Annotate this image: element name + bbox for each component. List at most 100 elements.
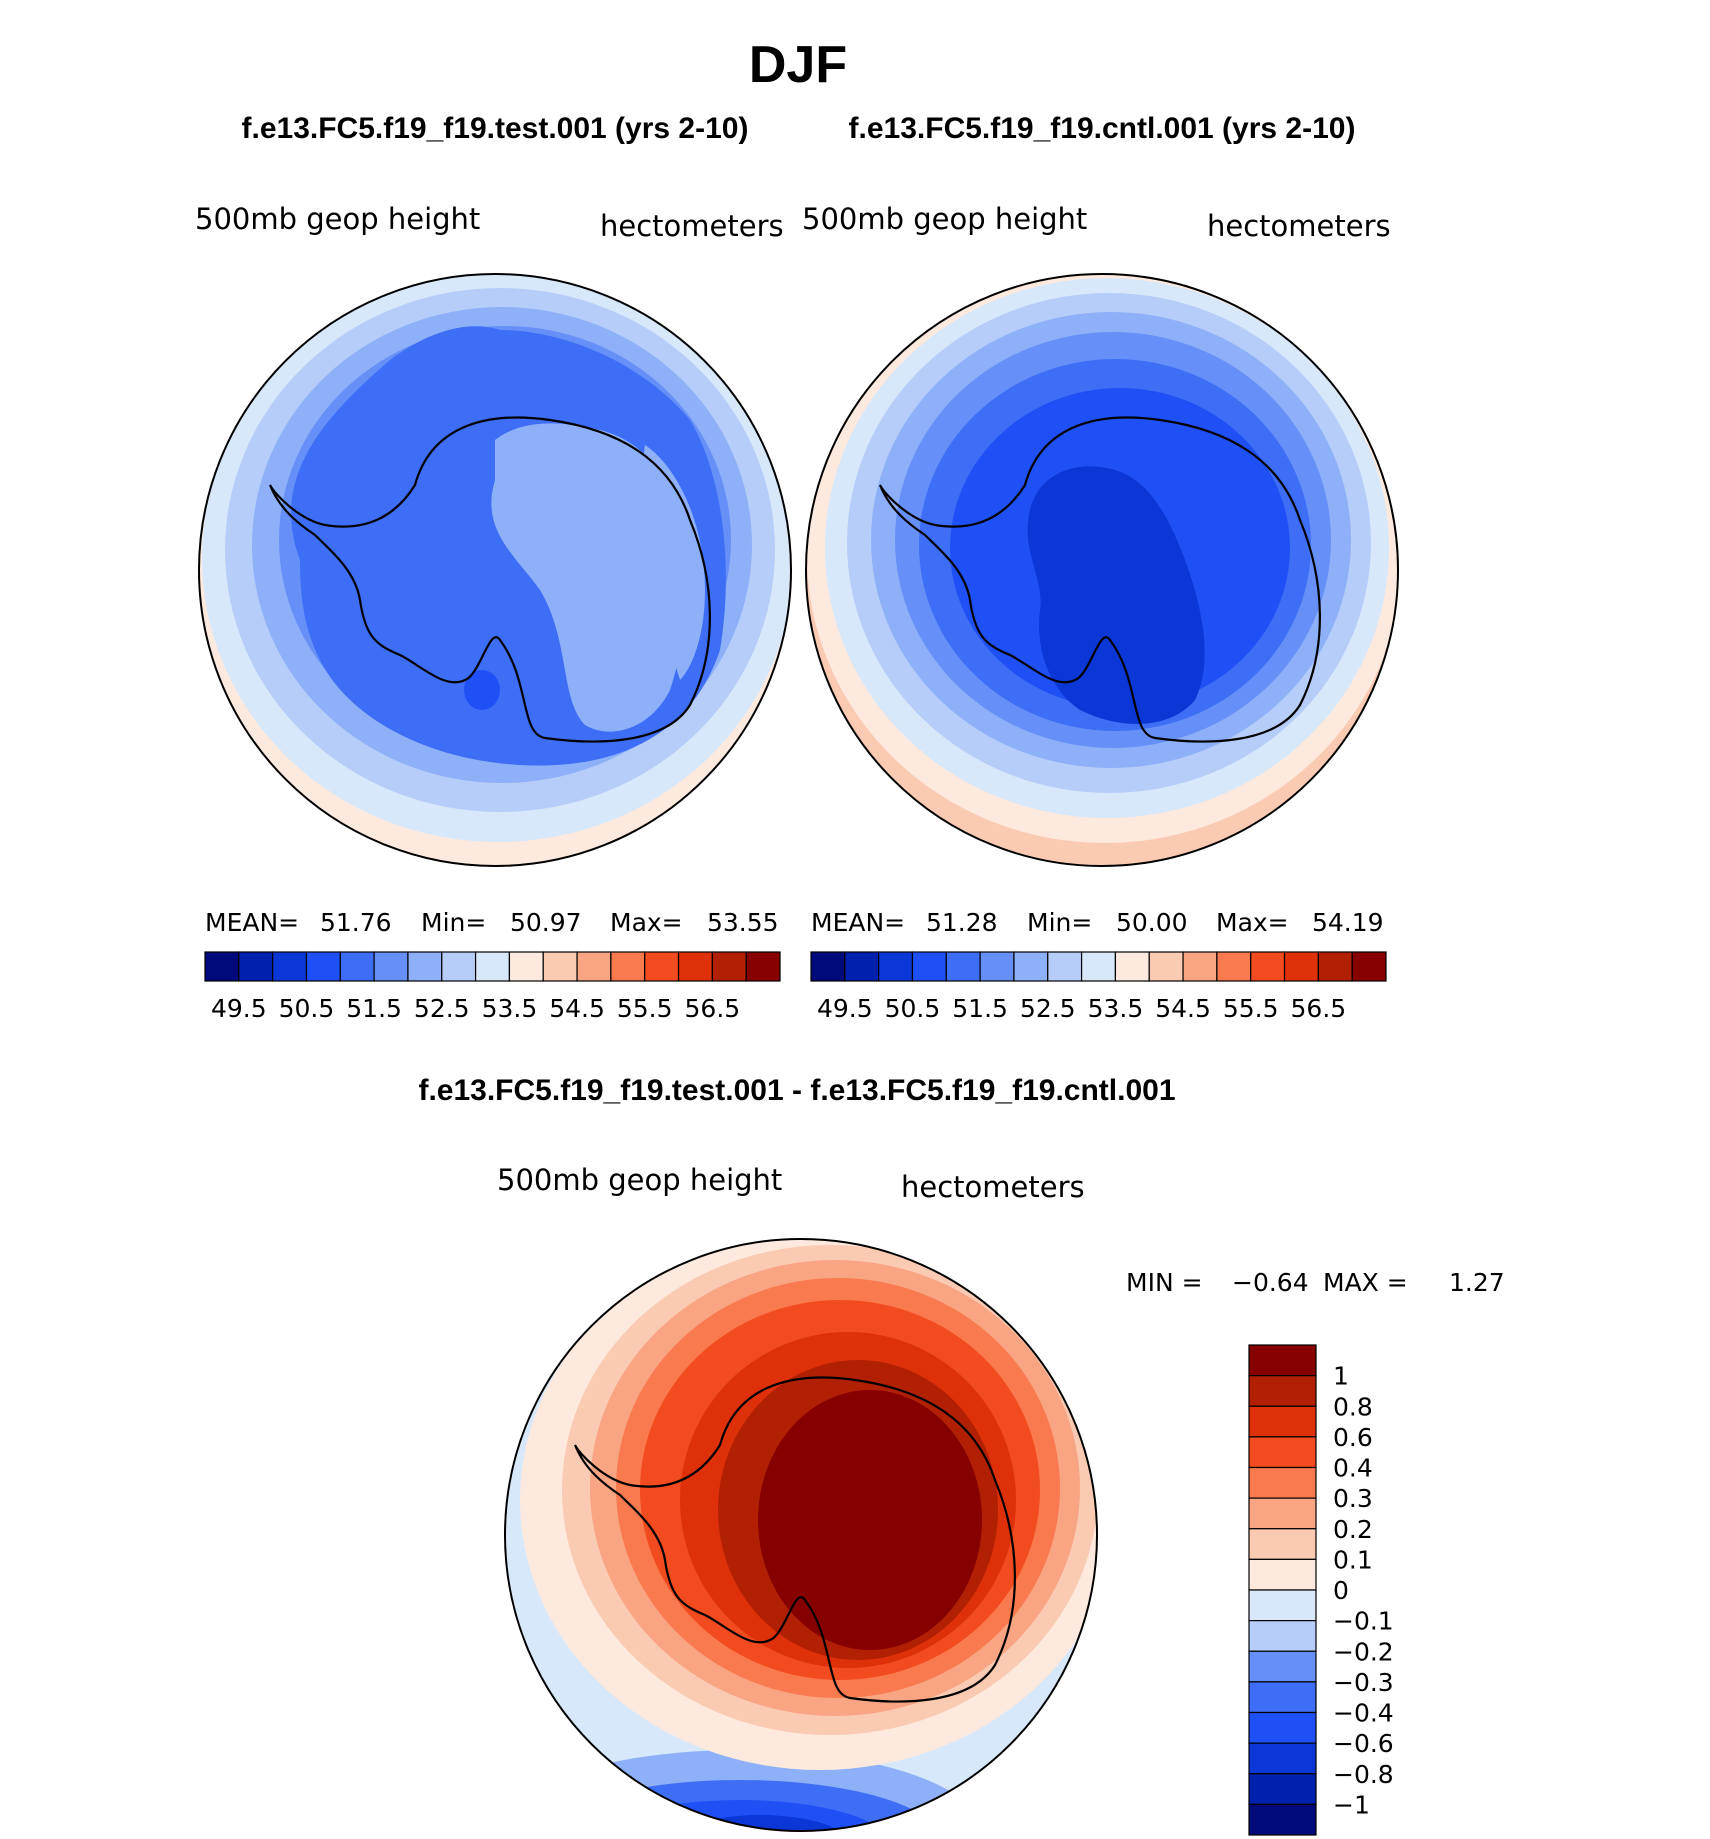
colorbar-diff-label: 0.4 bbox=[1333, 1454, 1373, 1483]
panel-title-diff: f.e13.FC5.f19_f19.test.001 - f.e13.FC5.f… bbox=[418, 1074, 1175, 1107]
page-title: DJF bbox=[749, 36, 847, 94]
colorbar-test-swatch bbox=[339, 951, 375, 982]
colorbar-test-swatch bbox=[272, 951, 308, 982]
colorbar-cntl-tick-label: 56.5 bbox=[1291, 994, 1347, 1023]
colorbar-cntl-swatch bbox=[1148, 951, 1184, 982]
colorbar-cntl-tick-label: 49.5 bbox=[817, 994, 873, 1023]
contour-test-52-east bbox=[643, 445, 705, 680]
colorbar-test-swatch bbox=[508, 951, 544, 982]
panel-title-cntl: f.e13.FC5.f19_f19.cntl.001 (yrs 2-10) bbox=[849, 112, 1356, 145]
colorbar-cntl-swatch bbox=[1283, 951, 1319, 982]
colorbar-cntl-swatch bbox=[1080, 951, 1117, 982]
mean-value-test: 51.76 bbox=[320, 908, 392, 937]
colorbar-diff-swatch bbox=[1248, 1681, 1317, 1714]
colorbar-test: 49.5 50.5 51.5 52.5 53.5 54.5 55.5 56.5 bbox=[204, 951, 781, 1023]
colorbar-cntl-swatch bbox=[979, 951, 1015, 982]
colorbar-test-swatch bbox=[238, 951, 274, 982]
colorbar-cntl-swatch bbox=[1317, 951, 1353, 982]
colorbar-test-swatch bbox=[576, 951, 612, 982]
mean-label-test: MEAN= bbox=[205, 908, 299, 937]
colorbar-diff-swatch bbox=[1248, 1528, 1317, 1560]
colorbar-test-swatch bbox=[373, 951, 409, 982]
colorbar-cntl-swatch bbox=[1216, 951, 1252, 982]
colorbar-cntl-swatch bbox=[1250, 951, 1286, 982]
colorbar-diff-label: 0.8 bbox=[1333, 1392, 1373, 1421]
colorbar-cntl-tick-label: 52.5 bbox=[1020, 994, 1076, 1023]
field-label-diff: 500mb geop height bbox=[497, 1163, 782, 1197]
colorbar-cntl-swatch bbox=[1013, 951, 1049, 982]
colorbar-test-tick-label: 52.5 bbox=[414, 994, 470, 1023]
contour-diff-1 bbox=[758, 1390, 982, 1650]
colorbar-diff-swatch bbox=[1248, 1497, 1317, 1530]
colorbar-test-swatch bbox=[610, 951, 646, 982]
map-diff bbox=[505, 1239, 1097, 1831]
colorbar-test-swatch bbox=[305, 951, 341, 982]
map-cntl bbox=[806, 274, 1398, 866]
max-value-test: 53.55 bbox=[707, 908, 779, 937]
colorbar-diff-swatch bbox=[1248, 1742, 1317, 1775]
colorbar-diff-label: 1 bbox=[1333, 1362, 1349, 1391]
colorbar-test-swatch bbox=[677, 951, 713, 982]
colorbar-cntl: 49.5 50.5 51.5 52.5 53.5 54.5 55.5 56.5 bbox=[810, 951, 1387, 1023]
colorbar-cntl-swatch bbox=[844, 951, 880, 982]
colorbar-test-tick-label: 49.5 bbox=[211, 994, 267, 1023]
colorbar-cntl-swatch bbox=[1047, 951, 1083, 982]
colorbar-diff-label: −1 bbox=[1333, 1790, 1370, 1819]
colorbar-diff: 10.80.60.40.30.20.10−0.1−0.2−0.3−0.4−0.6… bbox=[1248, 1344, 1394, 1836]
colorbar-cntl-swatch bbox=[1182, 951, 1218, 982]
colorbar-diff-swatch bbox=[1248, 1711, 1317, 1744]
map-cntl-border bbox=[805, 273, 1399, 867]
max-value-diff: 1.27 bbox=[1449, 1268, 1505, 1297]
colorbar-cntl-tick-label: 54.5 bbox=[1155, 994, 1211, 1023]
colorbar-diff-label: −0.6 bbox=[1333, 1729, 1394, 1758]
colorbar-cntl-swatch bbox=[945, 951, 981, 982]
colorbar-diff-swatch bbox=[1248, 1466, 1317, 1499]
colorbar-test-swatch bbox=[474, 951, 511, 982]
panel-title-test: f.e13.FC5.f19_f19.test.001 (yrs 2-10) bbox=[242, 112, 749, 145]
colorbar-test-swatch bbox=[407, 951, 443, 982]
colorbar-diff-label: −0.3 bbox=[1333, 1668, 1394, 1697]
contour-cntl-50 bbox=[1027, 466, 1205, 724]
colorbar-diff-swatch bbox=[1248, 1803, 1317, 1836]
mean-value-cntl: 51.28 bbox=[926, 908, 998, 937]
colorbar-diff-swatch bbox=[1248, 1405, 1317, 1438]
colorbar-cntl-swatch bbox=[1114, 951, 1150, 982]
min-label-test: Min= bbox=[421, 908, 486, 937]
min-value-diff: −0.64 bbox=[1232, 1268, 1309, 1297]
map-test-border bbox=[198, 273, 792, 867]
stats-test: MEAN= 51.76 Min= 50.97 Max= 53.55 bbox=[205, 908, 779, 937]
units-label-cntl: hectometers bbox=[1207, 209, 1391, 243]
mean-label-cntl: MEAN= bbox=[811, 908, 905, 937]
colorbar-diff-swatch bbox=[1248, 1650, 1317, 1683]
colorbar-diff-swatch bbox=[1248, 1436, 1317, 1469]
colorbar-diff-swatch bbox=[1248, 1558, 1317, 1591]
min-label-diff: MIN = bbox=[1126, 1268, 1203, 1297]
colorbar-test-tick-label: 51.5 bbox=[346, 994, 402, 1023]
colorbar-cntl-swatch bbox=[1351, 951, 1387, 982]
units-label-diff: hectometers bbox=[901, 1170, 1085, 1204]
colorbar-diff-swatch bbox=[1248, 1375, 1317, 1407]
colorbar-test-tick-label: 50.5 bbox=[279, 994, 335, 1023]
colorbar-cntl-swatch bbox=[878, 951, 914, 982]
max-label-diff: MAX = bbox=[1323, 1268, 1408, 1297]
colorbar-cntl-swatch bbox=[810, 951, 846, 982]
colorbar-test-swatch bbox=[204, 951, 240, 982]
colorbar-diff-label: −0.8 bbox=[1333, 1760, 1394, 1789]
colorbar-diff-label: 0 bbox=[1333, 1576, 1349, 1605]
map-test bbox=[199, 274, 791, 866]
field-label-test: 500mb geop height bbox=[195, 202, 480, 236]
max-label-test: Max= bbox=[610, 908, 683, 937]
colorbar-diff-label: 0.3 bbox=[1333, 1484, 1373, 1513]
colorbar-diff-label: −0.2 bbox=[1333, 1637, 1394, 1666]
colorbar-diff-swatch bbox=[1248, 1589, 1317, 1622]
map-diff-border bbox=[504, 1238, 1098, 1832]
field-label-cntl: 500mb geop height bbox=[802, 202, 1087, 236]
colorbar-diff-label: 0.1 bbox=[1333, 1545, 1373, 1574]
stats-cntl: MEAN= 51.28 Min= 50.00 Max= 54.19 bbox=[811, 908, 1384, 937]
max-value-cntl: 54.19 bbox=[1312, 908, 1384, 937]
colorbar-diff-label: 0.6 bbox=[1333, 1423, 1373, 1452]
colorbar-diff-swatch bbox=[1248, 1344, 1317, 1377]
colorbar-cntl-tick-label: 53.5 bbox=[1088, 994, 1144, 1023]
colorbar-diff-label: −0.4 bbox=[1333, 1699, 1394, 1728]
